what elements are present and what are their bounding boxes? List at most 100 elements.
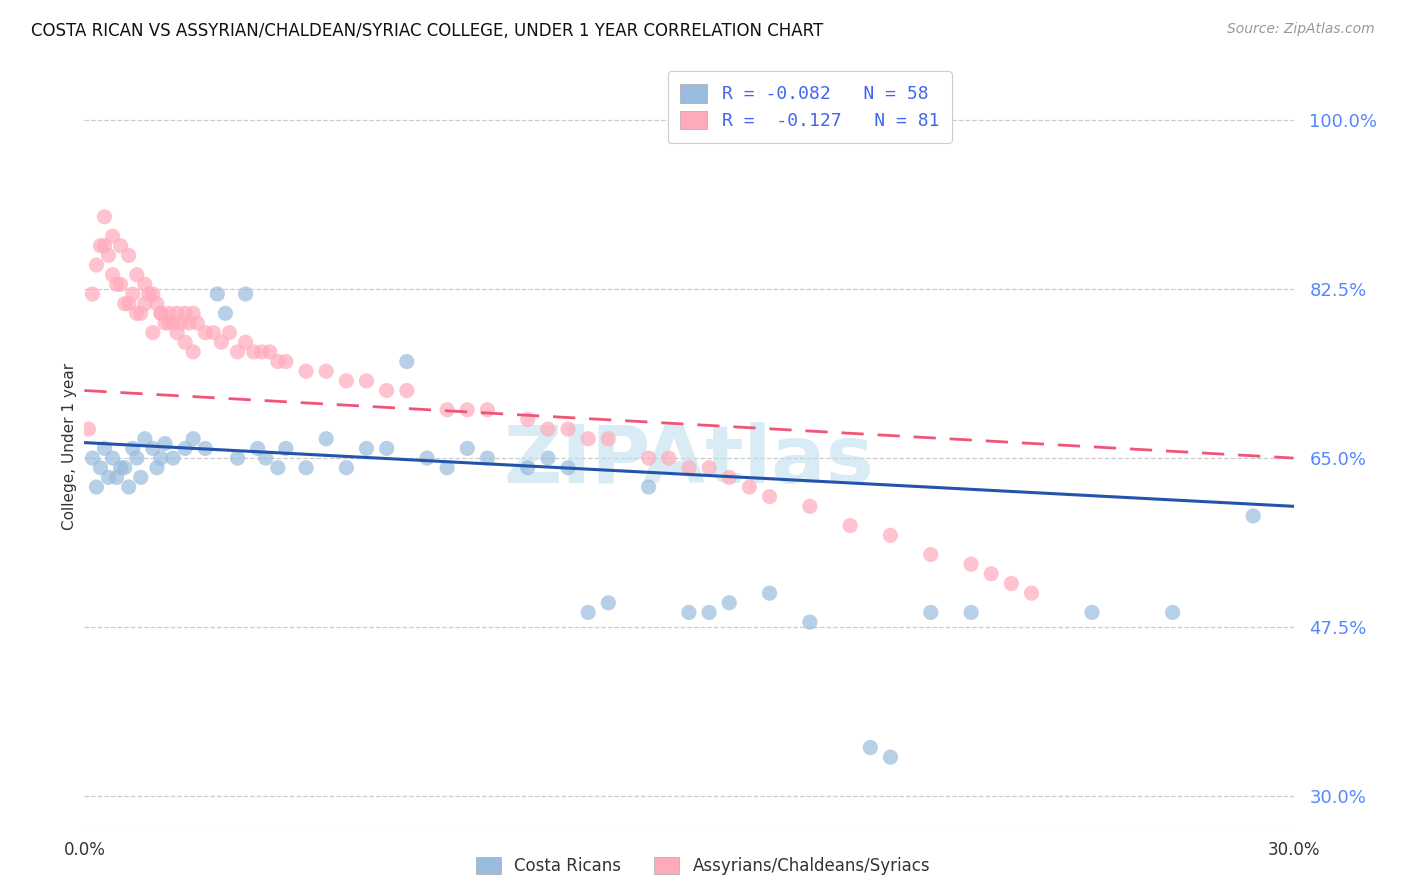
- Point: [235, 287, 257, 301]
- Point: [118, 480, 141, 494]
- Point: [598, 432, 620, 446]
- Point: [149, 306, 172, 320]
- Point: [1161, 606, 1184, 620]
- Point: [799, 500, 821, 514]
- Point: [436, 460, 458, 475]
- Point: [153, 316, 176, 330]
- Point: [121, 287, 143, 301]
- Point: [375, 442, 398, 456]
- Point: [395, 384, 418, 398]
- Point: [598, 596, 620, 610]
- Point: [859, 740, 882, 755]
- Point: [295, 364, 318, 378]
- Point: [226, 345, 249, 359]
- Point: [174, 442, 197, 456]
- Point: [105, 470, 128, 484]
- Point: [118, 296, 141, 310]
- Point: [82, 451, 104, 466]
- Point: [110, 277, 132, 292]
- Point: [194, 326, 217, 340]
- Point: [697, 460, 720, 475]
- Point: [86, 258, 108, 272]
- Point: [93, 239, 115, 253]
- Point: [157, 306, 180, 320]
- Point: [101, 229, 124, 244]
- Point: [129, 306, 152, 320]
- Point: [93, 210, 115, 224]
- Point: [166, 306, 188, 320]
- Point: [194, 442, 217, 456]
- Point: [375, 384, 398, 398]
- Point: [77, 422, 100, 436]
- Point: [395, 354, 418, 368]
- Point: [118, 248, 141, 262]
- Point: [89, 460, 111, 475]
- Text: COSTA RICAN VS ASSYRIAN/CHALDEAN/SYRIAC COLLEGE, UNDER 1 YEAR CORRELATION CHART: COSTA RICAN VS ASSYRIAN/CHALDEAN/SYRIAC …: [31, 22, 823, 40]
- Point: [920, 548, 942, 562]
- Point: [315, 432, 337, 446]
- Point: [146, 296, 169, 310]
- Point: [162, 316, 184, 330]
- Point: [960, 606, 983, 620]
- Point: [149, 306, 172, 320]
- Point: [157, 316, 180, 330]
- Point: [259, 345, 281, 359]
- Point: [186, 316, 208, 330]
- Point: [960, 558, 983, 572]
- Point: [576, 606, 599, 620]
- Point: [456, 442, 478, 456]
- Point: [89, 239, 111, 253]
- Point: [242, 345, 264, 359]
- Point: [718, 470, 741, 484]
- Point: [920, 606, 942, 620]
- Point: [181, 345, 204, 359]
- Point: [267, 460, 290, 475]
- Point: [93, 442, 115, 456]
- Point: [295, 460, 318, 475]
- Point: [105, 277, 128, 292]
- Point: [477, 402, 499, 417]
- Point: [101, 268, 124, 282]
- Point: [678, 606, 700, 620]
- Point: [121, 442, 143, 456]
- Point: [1081, 606, 1104, 620]
- Point: [516, 460, 538, 475]
- Point: [637, 451, 659, 466]
- Point: [839, 518, 862, 533]
- Point: [174, 335, 197, 350]
- Point: [82, 287, 104, 301]
- Point: [146, 460, 169, 475]
- Point: [758, 586, 780, 600]
- Point: [1021, 586, 1043, 600]
- Point: [170, 316, 193, 330]
- Point: [97, 470, 120, 484]
- Point: [250, 345, 273, 359]
- Point: [576, 432, 599, 446]
- Point: [134, 432, 156, 446]
- Point: [142, 442, 165, 456]
- Point: [134, 296, 156, 310]
- Point: [879, 750, 901, 764]
- Point: [274, 354, 297, 368]
- Point: [209, 335, 232, 350]
- Point: [1000, 576, 1022, 591]
- Point: [110, 239, 132, 253]
- Point: [166, 326, 188, 340]
- Point: [162, 451, 184, 466]
- Point: [335, 374, 357, 388]
- Point: [125, 268, 148, 282]
- Point: [174, 306, 197, 320]
- Point: [134, 277, 156, 292]
- Point: [101, 451, 124, 466]
- Point: [179, 316, 201, 330]
- Point: [129, 470, 152, 484]
- Point: [226, 451, 249, 466]
- Point: [202, 326, 225, 340]
- Point: [125, 451, 148, 466]
- Point: [335, 460, 357, 475]
- Point: [516, 412, 538, 426]
- Point: [207, 287, 229, 301]
- Point: [537, 451, 560, 466]
- Point: [980, 566, 1002, 581]
- Point: [738, 480, 761, 494]
